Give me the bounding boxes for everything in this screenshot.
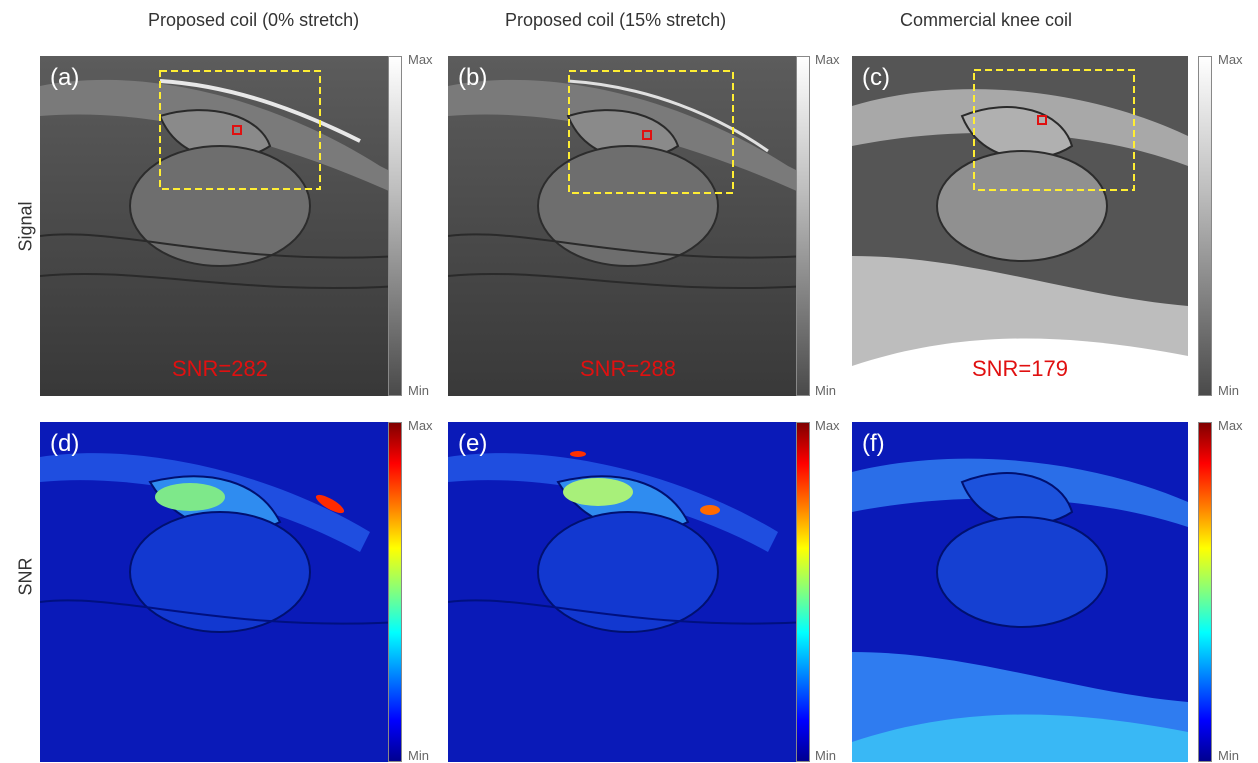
- snr-value: SNR=288: [579, 356, 676, 381]
- colorbar-min: Min: [1218, 383, 1239, 398]
- column-title-1: Proposed coil (15% stretch): [505, 10, 727, 30]
- signal-image-c: (c) SNR=179: [852, 56, 1188, 396]
- row-label-signal: Signal: [15, 201, 36, 252]
- colorbar-max: Max: [815, 418, 840, 433]
- roi-box: [159, 70, 321, 190]
- signal-image-a: (a) SNR=282: [40, 56, 400, 396]
- colorbar-gray: [388, 56, 402, 396]
- signal-image-b: (b) SNR=288: [448, 56, 808, 396]
- roi-box: [973, 69, 1135, 191]
- roi-square: [232, 125, 242, 135]
- colorbar-jet: [796, 422, 810, 762]
- snr-map-e: (e): [448, 422, 808, 762]
- colorbar-min: Min: [1218, 748, 1239, 763]
- colorbar-max: Max: [408, 52, 433, 67]
- mri-signal-image: [40, 56, 400, 396]
- roi-box: [568, 70, 734, 194]
- mri-snr-map: [40, 422, 400, 762]
- panel-label: (f): [862, 430, 885, 457]
- colorbar-min: Min: [815, 383, 836, 398]
- mri-snr-map: [852, 422, 1188, 762]
- colorbar-gray: [1198, 56, 1212, 396]
- colorbar-min: Min: [408, 383, 429, 398]
- colorbar-min: Min: [408, 748, 429, 763]
- panel-label: (a): [50, 64, 80, 91]
- mri-signal-image: [852, 56, 1188, 396]
- roi-square: [1037, 115, 1047, 125]
- colorbar-min: Min: [815, 748, 836, 763]
- colorbar-max: Max: [1218, 418, 1243, 433]
- colorbar-max: Max: [408, 418, 433, 433]
- colorbar-max: Max: [1218, 52, 1243, 67]
- panel-label: (e): [458, 430, 488, 457]
- colorbar-jet: [388, 422, 402, 762]
- mri-signal-image: [448, 56, 808, 396]
- colorbar-gray: [796, 56, 810, 396]
- panel-label: (d): [50, 430, 80, 457]
- snr-map-d: (d): [40, 422, 400, 762]
- snr-value: SNR=179: [971, 356, 1068, 381]
- roi-square: [642, 130, 652, 140]
- column-title-2: Commercial knee coil: [900, 10, 1073, 30]
- snr-value: SNR=282: [171, 356, 268, 381]
- column-title-0: Proposed coil (0% stretch): [148, 10, 360, 30]
- mri-snr-map: [448, 422, 808, 762]
- panel-label: (c): [862, 64, 890, 91]
- colorbar-max: Max: [815, 52, 840, 67]
- row-label-snr: SNR: [15, 557, 36, 596]
- snr-map-f: (f): [852, 422, 1188, 762]
- panel-label: (b): [458, 64, 488, 91]
- colorbar-jet: [1198, 422, 1212, 762]
